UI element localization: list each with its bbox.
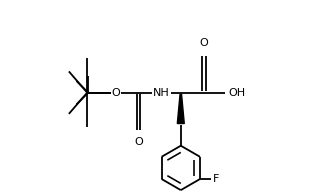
Text: NH: NH	[153, 88, 170, 98]
Text: O: O	[112, 88, 120, 98]
Text: F: F	[213, 174, 219, 184]
Text: O: O	[200, 38, 208, 48]
Polygon shape	[177, 95, 184, 124]
Text: OH: OH	[228, 88, 245, 98]
Text: O: O	[134, 137, 143, 147]
